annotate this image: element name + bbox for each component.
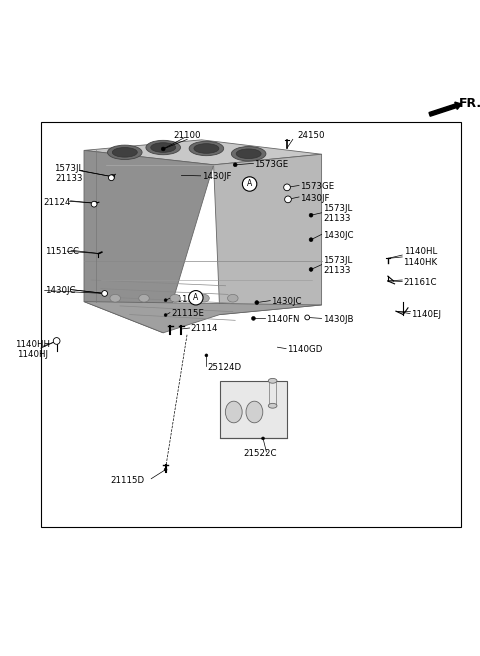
Text: 21115E: 21115E xyxy=(171,309,204,318)
Circle shape xyxy=(305,316,309,319)
Text: 1430JC: 1430JC xyxy=(271,297,302,306)
Text: 1573GE: 1573GE xyxy=(300,182,334,191)
Text: 21124: 21124 xyxy=(43,197,71,207)
Ellipse shape xyxy=(110,295,120,302)
Ellipse shape xyxy=(236,149,261,159)
Circle shape xyxy=(309,213,313,217)
Ellipse shape xyxy=(189,141,224,155)
Text: FR.: FR. xyxy=(458,97,480,110)
Text: 1151CC: 1151CC xyxy=(45,247,79,256)
Text: 1573GE: 1573GE xyxy=(254,160,288,169)
Ellipse shape xyxy=(194,144,219,154)
Circle shape xyxy=(233,163,237,167)
Ellipse shape xyxy=(268,379,277,383)
Text: A: A xyxy=(247,180,252,188)
Circle shape xyxy=(262,437,264,440)
Text: 1140HL
1140HK: 1140HL 1140HK xyxy=(403,247,437,266)
Text: 1140GD: 1140GD xyxy=(287,345,323,354)
Ellipse shape xyxy=(226,401,242,423)
Circle shape xyxy=(93,201,97,205)
Text: 21114: 21114 xyxy=(191,325,218,333)
Text: 1140HH
1140HJ: 1140HH 1140HJ xyxy=(15,340,50,359)
Text: 21161C: 21161C xyxy=(403,278,437,287)
Text: 1140EJ: 1140EJ xyxy=(411,310,441,319)
Text: 1573JL
21133: 1573JL 21133 xyxy=(323,256,352,276)
Ellipse shape xyxy=(146,140,180,155)
Circle shape xyxy=(309,268,313,272)
Ellipse shape xyxy=(170,295,180,302)
Circle shape xyxy=(286,197,290,202)
Circle shape xyxy=(91,201,97,207)
Ellipse shape xyxy=(268,403,277,408)
Circle shape xyxy=(285,196,291,203)
Circle shape xyxy=(242,177,257,191)
Ellipse shape xyxy=(228,295,238,302)
Circle shape xyxy=(252,316,255,320)
Text: 21522C: 21522C xyxy=(244,449,277,459)
Circle shape xyxy=(110,174,115,179)
Circle shape xyxy=(205,354,208,357)
Circle shape xyxy=(285,185,289,190)
Text: 1573JL
21133: 1573JL 21133 xyxy=(54,164,84,183)
Ellipse shape xyxy=(231,146,266,161)
Text: 1140FN: 1140FN xyxy=(266,315,300,324)
Text: 21100: 21100 xyxy=(173,131,201,140)
Circle shape xyxy=(305,315,310,320)
FancyArrow shape xyxy=(429,102,461,116)
Polygon shape xyxy=(84,140,322,165)
Circle shape xyxy=(189,291,203,305)
Circle shape xyxy=(161,147,165,151)
Text: A: A xyxy=(193,293,198,302)
Bar xyxy=(41,121,461,527)
Circle shape xyxy=(164,314,167,316)
Polygon shape xyxy=(84,150,214,333)
Circle shape xyxy=(284,184,290,191)
Circle shape xyxy=(103,291,107,295)
Text: 21119B: 21119B xyxy=(244,387,277,396)
Text: 1573JL
21133: 1573JL 21133 xyxy=(323,204,352,224)
Text: 21115C: 21115C xyxy=(171,295,204,304)
Circle shape xyxy=(53,338,60,344)
Circle shape xyxy=(309,237,313,241)
Text: 1430JC: 1430JC xyxy=(323,232,353,240)
Text: 1430JB: 1430JB xyxy=(323,315,353,324)
Polygon shape xyxy=(214,154,322,315)
Ellipse shape xyxy=(108,145,142,159)
Text: 1430JF: 1430JF xyxy=(300,194,329,203)
Bar xyxy=(220,380,287,438)
Circle shape xyxy=(164,468,167,471)
Circle shape xyxy=(108,175,114,180)
Ellipse shape xyxy=(112,148,137,157)
Ellipse shape xyxy=(139,295,149,302)
Circle shape xyxy=(164,298,167,302)
Text: 1430JC: 1430JC xyxy=(45,286,75,295)
Polygon shape xyxy=(84,302,322,333)
Ellipse shape xyxy=(199,295,209,302)
Text: 1430JF: 1430JF xyxy=(202,173,231,181)
Text: 25124D: 25124D xyxy=(207,363,241,372)
Ellipse shape xyxy=(246,401,263,423)
Circle shape xyxy=(102,291,108,297)
Ellipse shape xyxy=(151,143,176,152)
Text: 24150: 24150 xyxy=(298,131,325,140)
Circle shape xyxy=(255,300,259,304)
Text: 21115D: 21115D xyxy=(110,476,144,485)
